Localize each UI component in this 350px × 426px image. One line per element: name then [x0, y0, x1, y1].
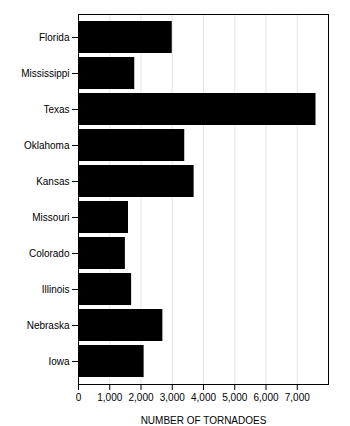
svg-text:Missouri: Missouri [32, 212, 69, 223]
svg-text:2,000: 2,000 [128, 392, 153, 403]
svg-text:4,000: 4,000 [191, 392, 216, 403]
svg-text:Iowa: Iowa [48, 356, 70, 367]
svg-text:Nebraska: Nebraska [27, 320, 70, 331]
svg-text:Kansas: Kansas [36, 176, 69, 187]
svg-text:Texas: Texas [43, 104, 69, 115]
svg-text:Florida: Florida [39, 32, 70, 43]
svg-text:1,000: 1,000 [97, 392, 122, 403]
svg-text:Mississippi: Mississippi [21, 68, 69, 79]
svg-text:0: 0 [76, 392, 82, 403]
svg-text:5,000: 5,000 [222, 392, 247, 403]
svg-text:NUMBER OF TORNADOES: NUMBER OF TORNADOES [141, 415, 267, 426]
svg-text:6,000: 6,000 [253, 392, 278, 403]
svg-text:Colorado: Colorado [29, 248, 70, 259]
svg-text:7,000: 7,000 [285, 392, 310, 403]
svg-text:Oklahoma: Oklahoma [24, 140, 70, 151]
svg-text:Illinois: Illinois [42, 284, 70, 295]
svg-text:3,000: 3,000 [160, 392, 185, 403]
